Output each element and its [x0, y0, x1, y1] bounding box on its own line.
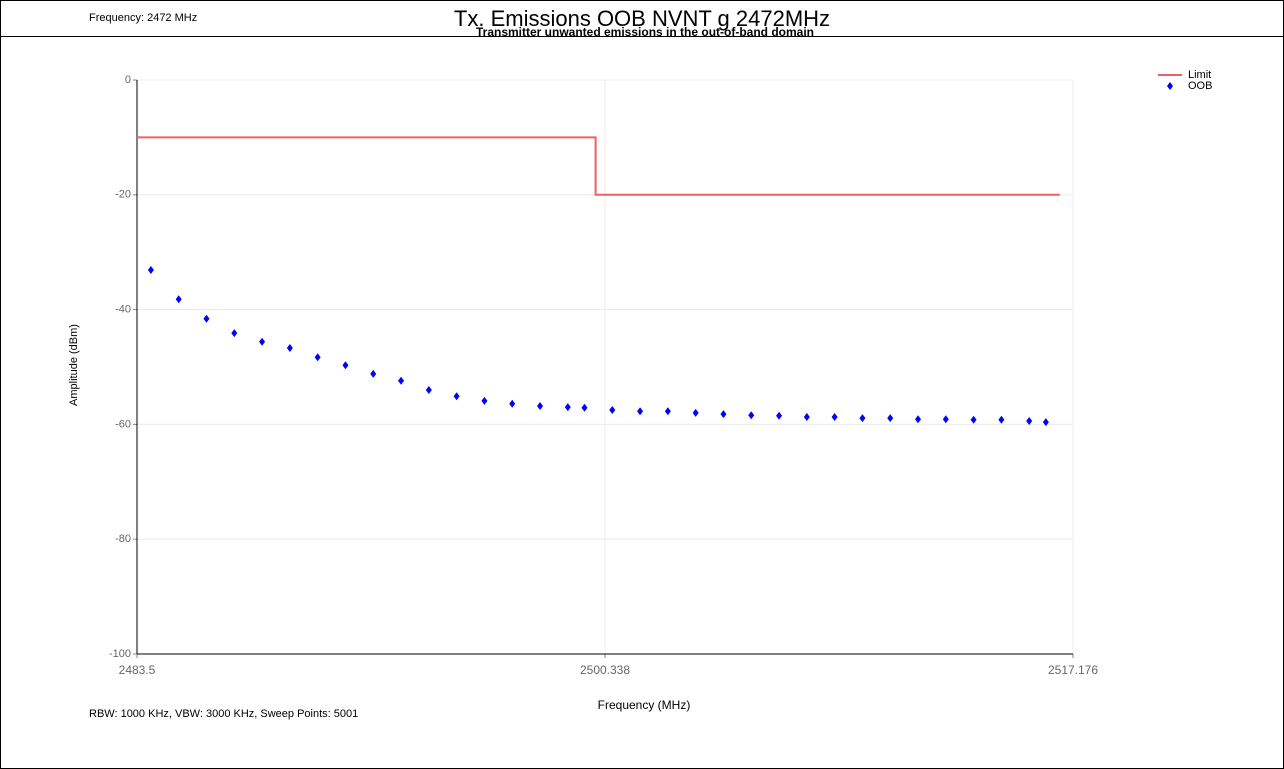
annotation: RBW: 1000 KHz, VBW: 3000 KHz, Sweep Poin… [89, 708, 358, 720]
y-tick-label: -100 [109, 648, 131, 660]
oob-point [398, 376, 405, 385]
oob-point [425, 385, 432, 394]
oob-point [259, 337, 266, 346]
y-axis-label: Amplitude (dBm) [68, 324, 80, 406]
oob-point [231, 329, 238, 338]
oob-point [803, 412, 810, 421]
oob-point [831, 412, 838, 421]
oob-point [776, 411, 783, 420]
oob-point [370, 369, 377, 378]
y-tick-label: -60 [115, 418, 131, 430]
legend-swatch [1167, 82, 1173, 90]
oob-point [509, 399, 516, 408]
oob-point [564, 403, 571, 412]
oob-point [664, 407, 671, 416]
oob-point [342, 361, 349, 370]
oob-point [998, 415, 1005, 424]
oob-point [609, 406, 616, 415]
oob-point [748, 411, 755, 420]
oob-point [859, 414, 866, 423]
chart-title: Transmitter unwanted emissions in the ou… [476, 25, 814, 39]
oob-point [720, 410, 727, 419]
x-tick-label: 2500.338 [580, 663, 630, 677]
oob-point [942, 415, 949, 424]
y-tick-label: -80 [115, 533, 131, 545]
oob-point [581, 403, 588, 412]
oob-point [314, 353, 321, 362]
oob-point [147, 265, 154, 274]
legend-label: OOB [1188, 80, 1212, 92]
header-title: Tx. Emissions OOB NVNT g 2472MHz [1, 1, 1283, 37]
oob-point [286, 344, 293, 353]
x-tick-label: 2483.5 [119, 663, 156, 677]
oob-point [203, 314, 210, 323]
oob-point [175, 295, 182, 304]
oob-point [1042, 418, 1049, 427]
legend-label: Limit [1188, 69, 1211, 81]
annotation: Frequency: 2472 MHz [89, 12, 197, 24]
oob-point [537, 402, 544, 411]
oob-point [970, 415, 977, 424]
oob-point [453, 392, 460, 401]
oob-point [915, 415, 922, 424]
y-tick-label: 0 [125, 74, 131, 86]
oob-point [637, 407, 644, 416]
x-tick-label: 2517.176 [1048, 663, 1098, 677]
y-tick-label: -20 [115, 189, 131, 201]
y-tick-label: -40 [115, 304, 131, 316]
oob-point [887, 414, 894, 423]
oob-point [1026, 416, 1033, 425]
x-axis-label: Frequency (MHz) [598, 698, 691, 712]
limit-line [137, 136, 1060, 196]
oob-point [692, 408, 699, 417]
oob-point [481, 396, 488, 405]
